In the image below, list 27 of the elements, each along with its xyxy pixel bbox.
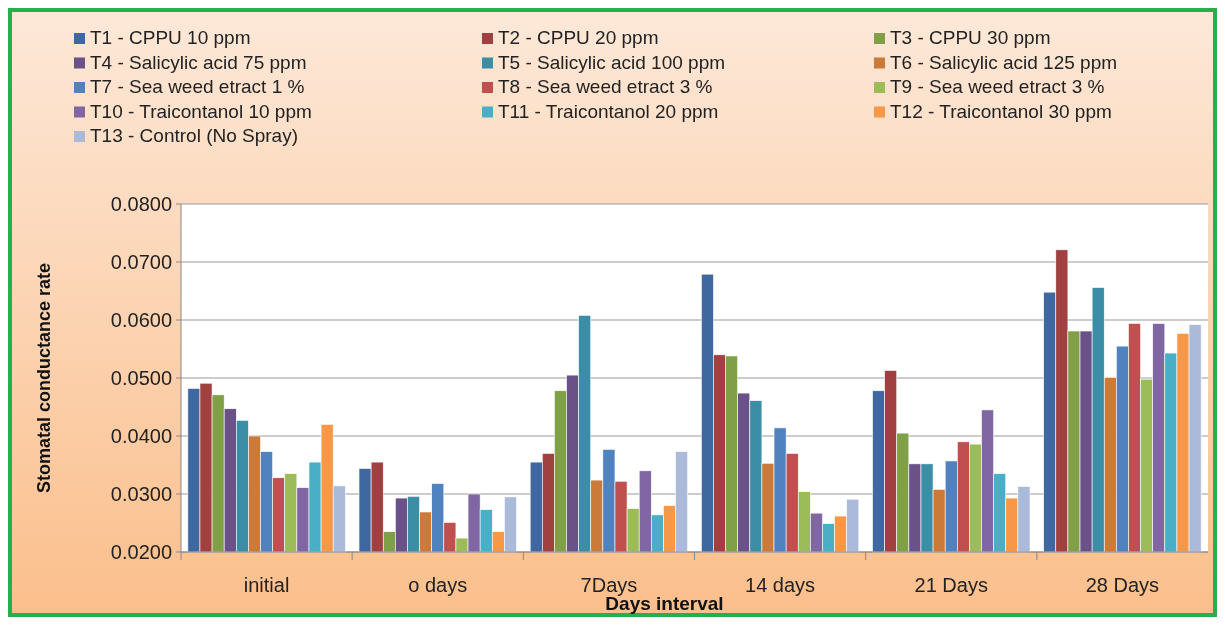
legend-label: T7 - Sea weed etract 1 % xyxy=(90,76,305,97)
legend-label: T11 - Traicontanol 20 ppm xyxy=(498,100,719,122)
legend-label: T3 - CPPU 30 ppm xyxy=(890,27,1051,48)
y-tick-label: 0.0600 xyxy=(110,309,172,331)
x-tick-label: o days xyxy=(408,574,468,596)
y-tick-label: 0.0200 xyxy=(110,541,172,563)
legend-label: T10 - Traicontanol 10 ppm xyxy=(90,100,312,122)
legend-label: T6 - Salicylic acid 125 ppm xyxy=(890,51,1118,73)
x-tick-label: 21 Days xyxy=(914,574,988,596)
y-tick-label: 0.0500 xyxy=(110,367,172,389)
x-tick-label: 14 days xyxy=(745,574,816,596)
legend-label: T8 - Sea weed etract 3 % xyxy=(498,76,713,97)
legend-label: T12 - Traicontanol 30 ppm xyxy=(890,100,1112,122)
x-tick-label: 7Days xyxy=(580,574,638,596)
legend-label: T13 - Control (No Spray) xyxy=(90,125,299,146)
y-tick-label: 0.0400 xyxy=(110,425,172,447)
y-tick-label: 0.0300 xyxy=(110,483,172,505)
y-tick-label: 0.0700 xyxy=(110,251,172,273)
legend-label: T2 - CPPU 20 ppm xyxy=(498,27,659,48)
legend-label: T4 - Salicylic acid 75 ppm xyxy=(90,51,307,73)
x-tick-label: initial xyxy=(243,574,290,596)
y-axis-title: Stomatal conductance rate xyxy=(34,262,54,494)
legend-label: T9 - Sea weed etract 3 % xyxy=(890,76,1105,97)
legend-label: T5 - Salicylic acid 100 ppm xyxy=(498,51,726,73)
legend-label: T1 - CPPU 10 ppm xyxy=(90,27,251,48)
y-tick-label: 0.0800 xyxy=(110,193,172,215)
x-tick-label: 28 Days xyxy=(1085,574,1160,596)
